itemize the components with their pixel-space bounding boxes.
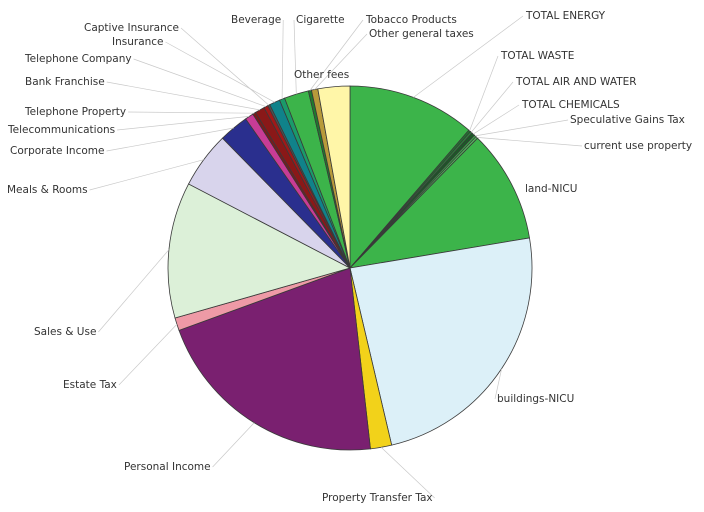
label-insurance: Insurance <box>112 36 164 48</box>
leader-line <box>128 111 255 114</box>
label-current-use-property: current use property <box>584 140 692 152</box>
leader-line <box>118 323 178 386</box>
leader-line <box>293 19 297 95</box>
leader-line <box>475 119 569 137</box>
label-corporate-income: Corporate Income <box>10 145 104 157</box>
leader-line <box>89 159 204 191</box>
label-meals-and-rooms: Meals & Rooms <box>7 184 88 196</box>
label-total-energy: TOTAL ENERGY <box>525 10 606 22</box>
pie-slices <box>167 85 533 451</box>
slice-other-fees <box>317 85 351 269</box>
label-other-fees: Other fees <box>294 69 349 81</box>
leader-line <box>413 15 524 98</box>
leader-line <box>494 368 502 400</box>
leader-line <box>473 104 520 135</box>
leader-line <box>106 127 234 152</box>
slice-personal-income <box>178 267 371 451</box>
label-captive-insurance: Captive Insurance <box>84 22 179 34</box>
leader-line <box>106 81 260 111</box>
leader-lines <box>89 15 583 499</box>
leader-line <box>470 81 514 133</box>
label-property-transfer-tax: Property Transfer Tax <box>322 492 433 504</box>
label-speculative-gains-tax: Speculative Gains Tax <box>570 114 685 126</box>
label-personal-income: Personal Income <box>124 461 211 473</box>
leader-line <box>314 33 368 90</box>
leader-line <box>180 27 270 106</box>
slice-sales-use <box>167 183 352 319</box>
leader-line <box>98 249 170 333</box>
leader-line <box>476 137 583 147</box>
label-land-nicu: land-NICU <box>525 183 577 195</box>
label-telephone-company: Telephone Company <box>24 53 132 65</box>
label-estate-tax: Estate Tax <box>63 379 117 391</box>
label-total-air-and-water: TOTAL AIR AND WATER <box>515 76 637 88</box>
label-total-waste: TOTAL WASTE <box>500 50 574 62</box>
label-telecommunications: Telecommunications <box>7 124 115 136</box>
leader-line <box>469 55 499 131</box>
label-sales-and-use: Sales & Use <box>34 326 96 338</box>
label-other-general-taxes: Other general taxes <box>369 28 474 40</box>
leader-line <box>380 447 435 499</box>
leader-line <box>117 116 250 131</box>
label-beverage: Beverage <box>231 14 281 26</box>
slice-total-energy <box>349 85 470 270</box>
label-tobacco-products: Tobacco Products <box>365 14 457 26</box>
label-cigarette: Cigarette <box>296 14 345 26</box>
slice-buildings-nicu <box>349 237 533 446</box>
label-buildings-nicu: buildings-NICU <box>497 393 574 405</box>
leader-line <box>309 19 364 91</box>
leader-line <box>133 58 267 107</box>
leader-line <box>212 422 255 468</box>
label-total-chemicals: TOTAL CHEMICALS <box>521 99 620 111</box>
label-telephone-property: Telephone Property <box>24 106 126 118</box>
label-bank-franchise: Bank Franchise <box>25 76 105 88</box>
leader-line <box>165 41 275 103</box>
leader-line <box>281 19 284 100</box>
slice-land-nicu <box>348 137 530 269</box>
